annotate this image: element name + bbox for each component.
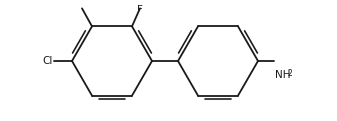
Text: F: F — [137, 5, 143, 15]
Text: Cl: Cl — [42, 56, 53, 66]
Text: 2: 2 — [288, 68, 293, 77]
Text: NH: NH — [275, 70, 290, 80]
